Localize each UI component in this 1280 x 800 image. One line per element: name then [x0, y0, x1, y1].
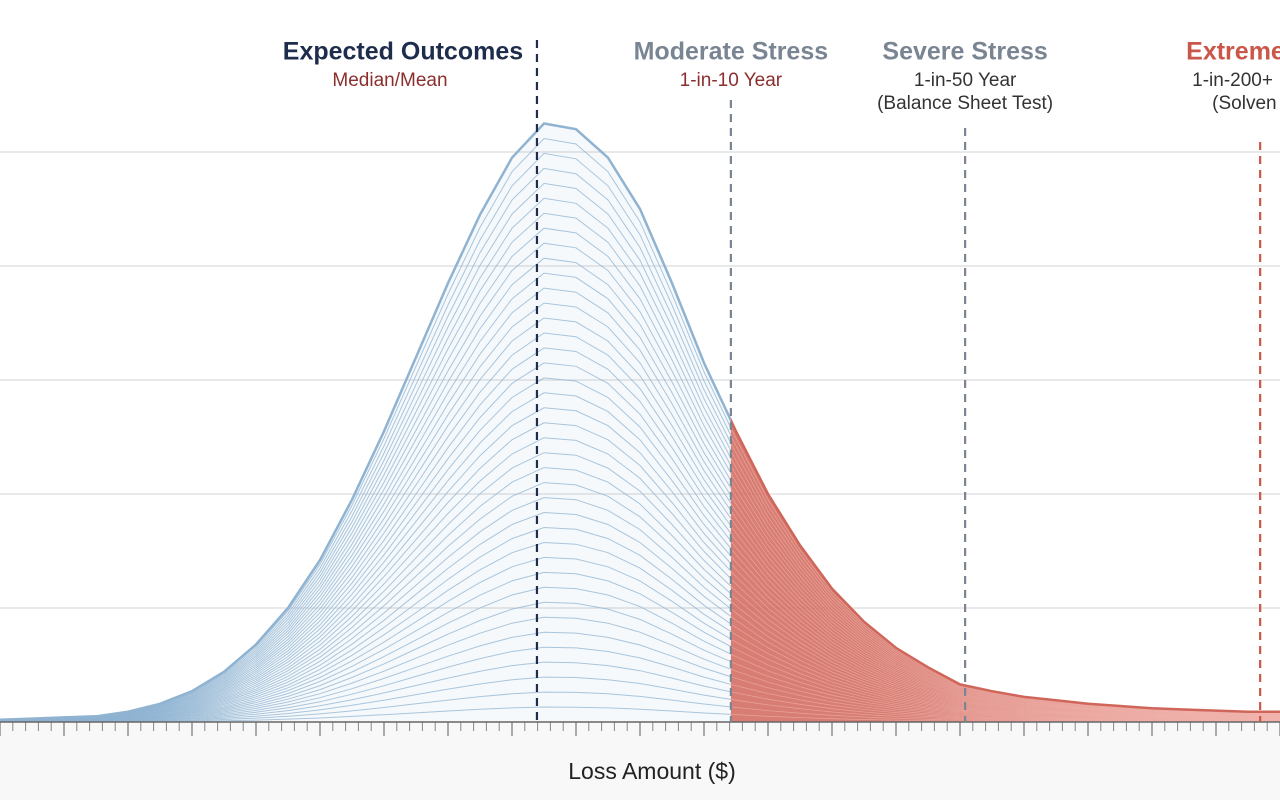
contour-line [730, 706, 1280, 722]
contour-line [0, 571, 731, 722]
left-region [0, 122, 731, 723]
contour-line [0, 586, 731, 722]
contour-line [0, 497, 731, 722]
contour-line [0, 272, 731, 721]
marker-title: Expected Outcomes [283, 38, 523, 66]
contour-line [730, 449, 1280, 714]
contour-line [0, 482, 731, 722]
contour-line [730, 563, 1280, 717]
contour-line [730, 600, 1280, 719]
contour-line [0, 556, 731, 722]
contour-line [0, 227, 731, 721]
contour-line [0, 347, 731, 722]
contour-line [730, 578, 1280, 718]
marker-subtitle: Median/Mean [332, 70, 447, 91]
contour-line [730, 631, 1280, 720]
density-curve [0, 122, 731, 721]
contour-line [730, 457, 1280, 714]
contour-line [0, 452, 731, 722]
contour-line [730, 547, 1280, 717]
contour-line [0, 302, 731, 721]
contour-line [0, 287, 731, 721]
contour-line [730, 479, 1280, 715]
contour-line [730, 487, 1280, 715]
contour-line [0, 541, 731, 722]
contour-line [730, 661, 1280, 721]
contour-line [0, 676, 731, 723]
marker-subtitle: 1-in-50 Year [914, 70, 1017, 91]
tail-region [730, 417, 1280, 723]
contour-line [730, 698, 1280, 722]
contour-line [730, 593, 1280, 718]
contour-line [730, 646, 1280, 720]
contour-line [0, 212, 731, 721]
contour-line [0, 332, 731, 721]
density-curve-tail [730, 417, 1280, 713]
contour-line [730, 653, 1280, 721]
contour-line [730, 676, 1280, 721]
contour-line [730, 495, 1280, 715]
contour-line [730, 668, 1280, 721]
contour-line [0, 167, 731, 721]
contour-line [730, 510, 1280, 716]
marker-title: Moderate Stress [634, 38, 829, 66]
contour-line [730, 525, 1280, 716]
contour-line [730, 502, 1280, 715]
contour-line [730, 570, 1280, 718]
contour-line [0, 437, 731, 722]
contour-line [0, 197, 731, 721]
contour-line [730, 517, 1280, 716]
contour-line [0, 362, 731, 722]
contour-line [0, 182, 731, 721]
contour-line [730, 615, 1280, 719]
marker-title: Extreme [1186, 38, 1280, 66]
contour-line [730, 683, 1280, 722]
marker-title: Severe Stress [882, 38, 1047, 66]
contour-line [730, 585, 1280, 718]
contour-line [730, 442, 1280, 713]
contour-line [0, 422, 731, 722]
contour-line [0, 317, 731, 721]
contour-line [730, 464, 1280, 714]
contour-line [0, 631, 731, 723]
contour-line [0, 152, 731, 721]
contour-line [0, 377, 731, 722]
contour-line [0, 407, 731, 722]
x-axis-label: Loss Amount ($) [568, 758, 735, 784]
contour-line [0, 242, 731, 721]
contour-line [730, 555, 1280, 717]
marker-subtitle: (Balance Sheet Test) [877, 93, 1053, 114]
contour-line [730, 638, 1280, 720]
contour-line [0, 646, 731, 723]
contour-line [0, 691, 731, 723]
contour-line [0, 706, 731, 723]
marker-subtitle: 1-in-200+ [1192, 70, 1273, 91]
contour-line [0, 467, 731, 722]
contour-line [0, 257, 731, 721]
contour-line [730, 532, 1280, 716]
contour-line [730, 608, 1280, 719]
contour-line [730, 472, 1280, 714]
contour-line [0, 601, 731, 722]
contour-line [0, 511, 731, 722]
contour-line [730, 623, 1280, 720]
contour-line [0, 661, 731, 723]
contour-line [0, 526, 731, 722]
marker-subtitle: (Solven [1212, 93, 1276, 114]
contour-line [0, 392, 731, 722]
contour-line [0, 616, 731, 723]
contour-line [730, 691, 1280, 722]
contour-line [730, 540, 1280, 717]
marker-subtitle: 1-in-10 Year [680, 70, 783, 91]
